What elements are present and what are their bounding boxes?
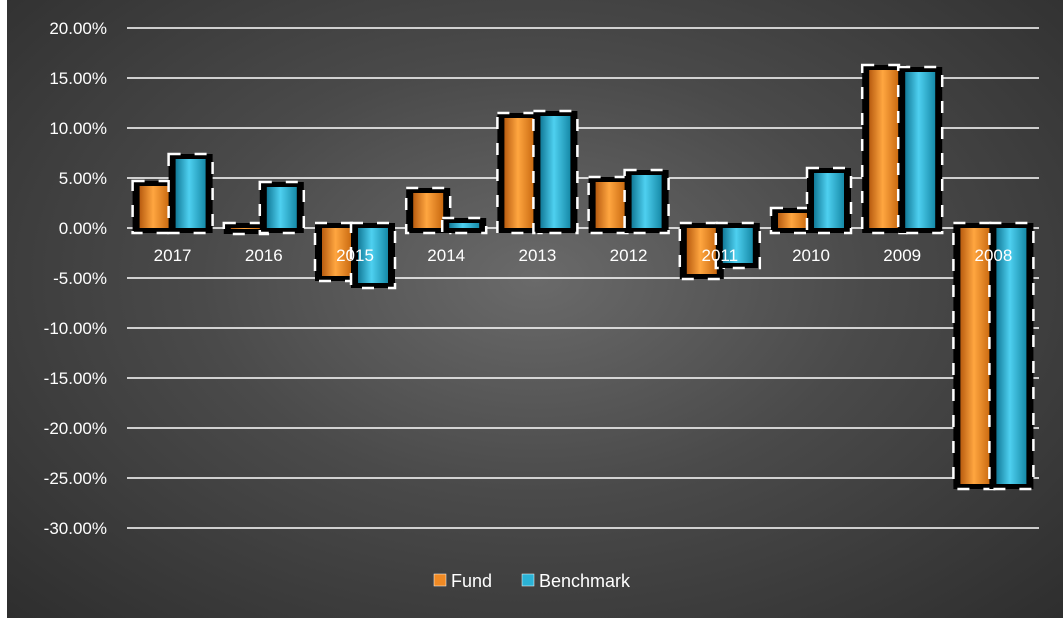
bar-fund-2016 — [230, 228, 261, 229]
legend-swatch-fund — [433, 573, 447, 587]
y-tick-label: -30.00% — [44, 519, 107, 538]
y-tick-label: -20.00% — [44, 419, 107, 438]
bar-fund-2017 — [139, 186, 170, 228]
legend-swatch-benchmark — [521, 573, 535, 587]
y-tick-label: -15.00% — [44, 369, 107, 388]
category-label-2012: 2012 — [610, 246, 648, 265]
bar-fund-2014 — [413, 193, 444, 228]
category-label-2011: 2011 — [702, 246, 739, 265]
bar-benchmark-2016 — [266, 187, 297, 228]
bar-fund-2010 — [778, 213, 808, 228]
gridlines — [127, 27, 1039, 529]
bar-fund-2015 — [322, 228, 352, 276]
category-label-2009: 2009 — [883, 246, 921, 265]
bar-chart: 20.00% 15.00% 10.00% 5.00% 0.00% -5.00% -10.00… — [44, 19, 1039, 591]
bars — [131, 63, 1035, 491]
category-label-2016: 2016 — [245, 246, 283, 265]
y-axis-tick-labels: 20.00% 15.00% 10.00% 5.00% 0.00% -5.00% -10.00… — [44, 19, 107, 538]
bar-benchmark-2010 — [814, 173, 844, 228]
legend: Fund Benchmark — [433, 571, 631, 591]
bar-benchmark-2014 — [449, 223, 480, 228]
bar-fund-2012 — [595, 182, 626, 228]
bar-benchmark-2017 — [175, 159, 206, 228]
bar-benchmark-2011 — [722, 228, 753, 263]
category-label-2014: 2014 — [427, 246, 465, 265]
bar-benchmark-2012 — [631, 175, 662, 228]
y-tick-label: -5.00% — [53, 269, 107, 288]
chart-area: 20.00% 15.00% 10.00% 5.00% 0.00% -5.00% -10.00… — [7, 0, 1063, 618]
x-axis-category-labels: 2017 2016 2015 2014 2013 2012 2011 2010 2009 2008 — [154, 246, 1013, 265]
bar-fund-2008 — [960, 228, 991, 484]
y-tick-label: 15.00% — [49, 69, 107, 88]
legend-label-benchmark: Benchmark — [539, 571, 631, 591]
category-label-2008: 2008 — [974, 246, 1012, 265]
category-label-2017: 2017 — [154, 246, 192, 265]
bar-fund-2011 — [686, 228, 717, 274]
category-label-2013: 2013 — [518, 246, 556, 265]
bar-fund-2009 — [869, 70, 900, 228]
category-label-2015: 2015 — [336, 246, 374, 265]
y-tick-label: 20.00% — [49, 19, 107, 38]
bar-benchmark-2009 — [905, 72, 936, 228]
bar-benchmark-2013 — [540, 116, 571, 228]
category-label-2010: 2010 — [792, 246, 830, 265]
bar-fund-2013 — [504, 118, 535, 228]
y-tick-label: -10.00% — [44, 319, 107, 338]
y-tick-label: -25.00% — [44, 469, 107, 488]
bar-benchmark-2015 — [358, 228, 388, 283]
bar-benchmark-2008 — [996, 228, 1027, 484]
legend-label-fund: Fund — [451, 571, 492, 591]
y-tick-label: 5.00% — [59, 169, 107, 188]
y-tick-label: 10.00% — [49, 119, 107, 138]
y-tick-label: 0.00% — [59, 219, 107, 238]
